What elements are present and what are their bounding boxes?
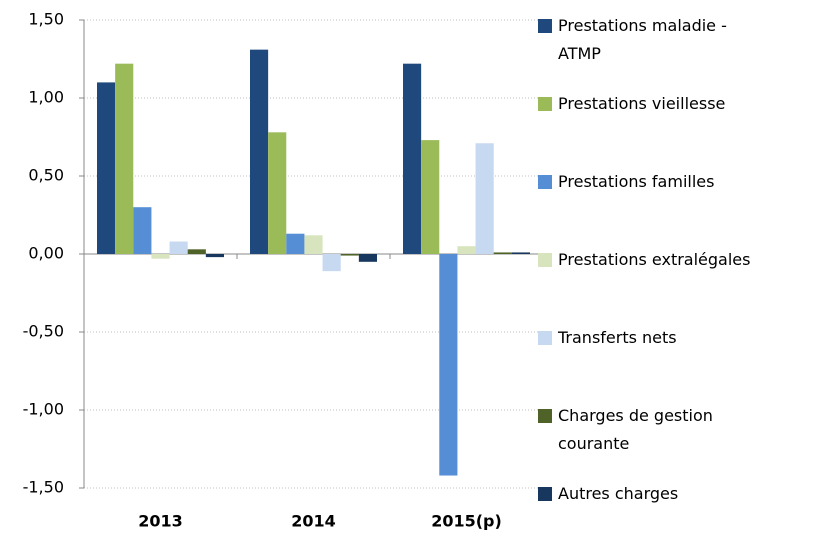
legend-label: Prestations maladie - ATMP: [558, 16, 727, 63]
legend-label: Prestations extralégales: [558, 250, 751, 269]
bar: [304, 235, 323, 254]
y-tick-label: -1,50: [23, 478, 64, 497]
legend-swatch: [538, 409, 552, 423]
y-tick-label: 0,00: [28, 244, 64, 263]
legend-label: Prestations vieillesse: [558, 94, 726, 113]
bar: [358, 254, 377, 262]
bar: [97, 82, 116, 255]
bar: [133, 207, 152, 254]
bar: [439, 254, 458, 476]
bar: [268, 132, 287, 254]
x-tick-label: 2013: [138, 512, 183, 531]
legend-item: Autres charges: [538, 480, 818, 508]
bar: [286, 233, 305, 254]
legend-swatch: [538, 19, 552, 33]
legend-swatch: [538, 97, 552, 111]
legend-swatch: [538, 487, 552, 501]
bar: [115, 63, 134, 255]
legend-item: Charges de gestion courante: [538, 402, 818, 458]
bar: [403, 63, 422, 255]
bar: [250, 49, 269, 254]
legend-swatch: [538, 331, 552, 345]
bar: [169, 241, 188, 254]
y-tick-label: 1,00: [28, 88, 64, 107]
legend-label: Prestations familles: [558, 172, 715, 191]
legend-item: Transferts nets: [538, 324, 818, 352]
bar: [187, 249, 206, 254]
legend-item: Prestations extralégales: [538, 246, 818, 274]
legend-swatch: [538, 253, 552, 267]
bar: [511, 252, 530, 254]
bar: [457, 246, 476, 254]
bar: [493, 252, 512, 254]
bar: [421, 140, 440, 254]
bar: [475, 143, 494, 254]
bar: [322, 254, 341, 272]
legend-label: Autres charges: [558, 484, 679, 503]
y-tick-label: 1,50: [28, 10, 64, 29]
bar: [151, 254, 170, 259]
x-tick-label: 2015(p): [431, 512, 502, 531]
y-tick-label: -0,50: [23, 322, 64, 341]
legend-item: Prestations maladie - ATMP: [538, 12, 818, 68]
y-tick-label: 0,50: [28, 166, 64, 185]
bar: [340, 254, 359, 256]
legend-label: Transferts nets: [558, 328, 677, 347]
legend-label: Charges de gestion courante: [558, 406, 713, 453]
legend-item: Prestations vieillesse: [538, 90, 818, 118]
y-tick-label: -1,00: [23, 400, 64, 419]
bar: [205, 254, 224, 258]
legend-swatch: [538, 175, 552, 189]
legend-item: Prestations familles: [538, 168, 818, 196]
x-tick-label: 2014: [291, 512, 336, 531]
